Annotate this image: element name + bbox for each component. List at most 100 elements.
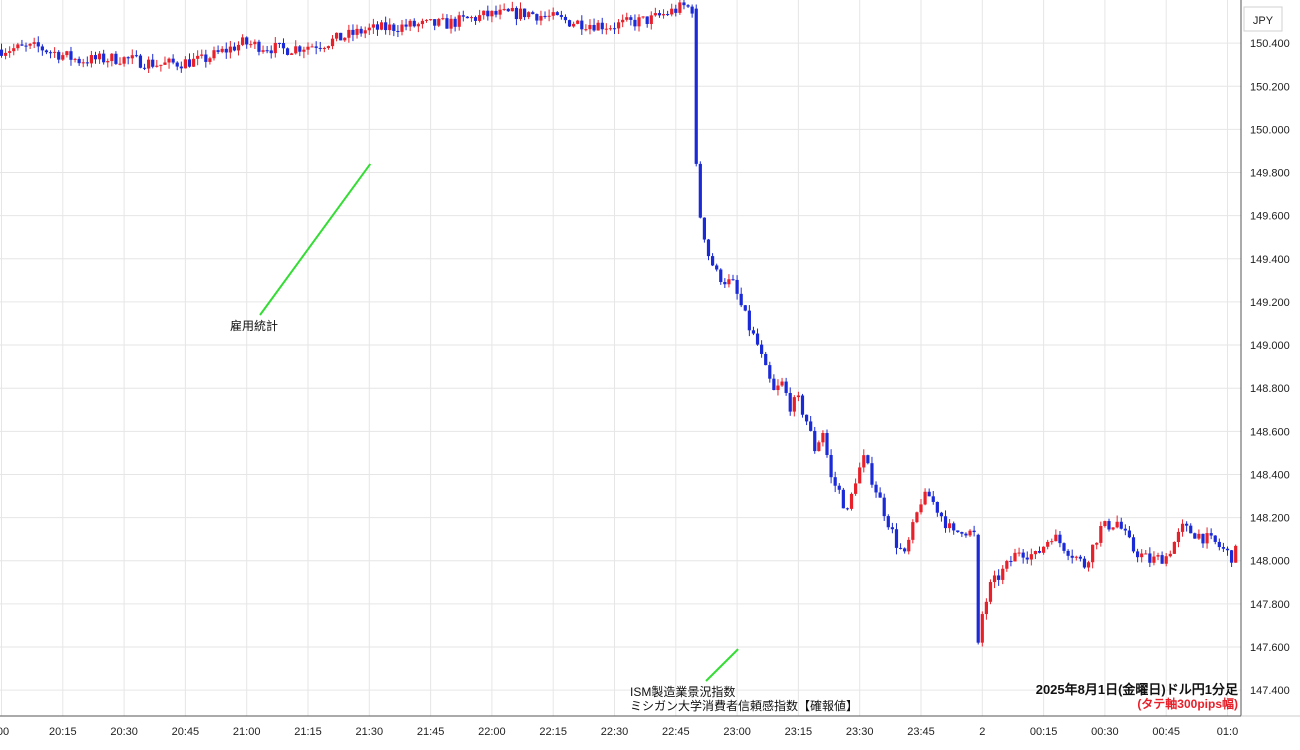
candle-body: [1033, 551, 1038, 555]
candle-body: [804, 414, 809, 422]
candle-body: [588, 24, 592, 30]
y-tick-label: 149.600: [1250, 211, 1290, 223]
candle-body: [335, 32, 339, 39]
x-tick-label: 21:45: [417, 726, 445, 738]
candle-body: [706, 239, 711, 257]
candle-body: [780, 381, 784, 386]
candle-body: [445, 18, 449, 29]
candle-body: [776, 385, 780, 391]
candle-body: [800, 395, 805, 415]
candle-body: [645, 16, 649, 24]
candle-body: [825, 433, 829, 455]
candle-body: [122, 57, 126, 64]
candle-body: [629, 17, 633, 20]
x-tick-label: 01:0: [1217, 726, 1238, 738]
candle-body: [1168, 553, 1172, 557]
x-tick-label: 23:00: [723, 726, 751, 738]
candle-body: [784, 381, 788, 393]
candle-body: [478, 15, 482, 21]
x-tick-label: 22:15: [539, 726, 567, 738]
candle-body: [416, 24, 420, 27]
candle-body: [600, 22, 604, 30]
annotation-leader-line: [705, 648, 739, 682]
x-tick-label: 20:15: [49, 726, 77, 738]
candle-body: [273, 42, 277, 54]
y-tick-label: 147.600: [1250, 642, 1290, 654]
x-tick-label: :00: [0, 726, 9, 738]
chart-subtitle: (タテ軸300pips幅): [1137, 696, 1238, 711]
candle-body: [155, 65, 159, 67]
candle-body: [723, 282, 727, 285]
candle-body: [375, 24, 380, 30]
y-axis: 150.400 150.200 150.000 149.800 149.600 149.4…: [1250, 38, 1290, 697]
candle-body: [277, 42, 281, 44]
annotation-label: 雇用統計: [230, 318, 278, 333]
candle-body: [849, 493, 854, 509]
candle-body: [379, 22, 384, 30]
candle-body: [845, 508, 850, 510]
candle-body: [682, 2, 686, 6]
candle-body: [751, 330, 756, 334]
candle-body: [657, 13, 662, 16]
candle-body: [858, 467, 862, 484]
candle-body: [44, 50, 49, 53]
candle-body: [216, 50, 220, 52]
candle-body: [441, 18, 445, 20]
candle-body: [1107, 521, 1111, 530]
candle-body: [1180, 523, 1185, 532]
candle-body: [829, 454, 833, 478]
candle-body: [453, 18, 457, 27]
candle-body: [1144, 553, 1148, 555]
candle-body: [960, 532, 964, 534]
candle-body: [1054, 534, 1058, 542]
candle-body: [1005, 561, 1009, 569]
candle-body: [522, 8, 527, 18]
candle-body: [637, 17, 641, 27]
candle-body: [1078, 556, 1082, 559]
candle-body: [988, 582, 993, 602]
candle-body: [1001, 568, 1005, 580]
candle-body: [347, 29, 351, 38]
candle-body: [388, 24, 392, 31]
candle-body: [208, 58, 212, 62]
candle-body: [473, 17, 478, 21]
candle-body: [138, 55, 143, 68]
candle-body: [318, 47, 322, 49]
candle-body: [514, 7, 519, 20]
candle-body: [1017, 552, 1021, 554]
y-tick-label: 149.200: [1250, 297, 1290, 309]
candle-body: [948, 523, 952, 529]
candle-body: [862, 455, 866, 468]
candle-body: [907, 539, 911, 552]
candle-body: [596, 22, 600, 31]
candle-body: [874, 484, 878, 493]
candle-body: [314, 46, 318, 48]
candle-body: [236, 44, 241, 51]
candle-body: [306, 46, 310, 50]
candle-body: [1111, 527, 1115, 530]
candle-body: [1176, 531, 1181, 543]
candle-body: [698, 163, 702, 218]
candle-body: [927, 491, 931, 497]
candle-body: [584, 29, 588, 31]
x-tick-label: 21:30: [356, 726, 384, 738]
candle-body: [878, 492, 882, 498]
candle-body: [420, 20, 425, 25]
candle-body: [567, 20, 572, 27]
y-tick-label: 148.000: [1250, 556, 1290, 568]
candle-body: [28, 43, 32, 46]
candle-body: [755, 333, 760, 345]
candle-body: [1103, 521, 1107, 527]
candle-body: [576, 20, 580, 24]
candle-body: [580, 20, 584, 30]
candle-body: [935, 501, 939, 513]
candle-body: [187, 59, 192, 67]
candle-body: [841, 489, 845, 509]
candle-body: [437, 19, 441, 26]
x-tick-label: 23:30: [846, 726, 874, 738]
candle-body: [8, 51, 12, 53]
candle-body: [1217, 541, 1221, 548]
candle-body: [1213, 535, 1217, 542]
candle-body: [666, 14, 670, 16]
